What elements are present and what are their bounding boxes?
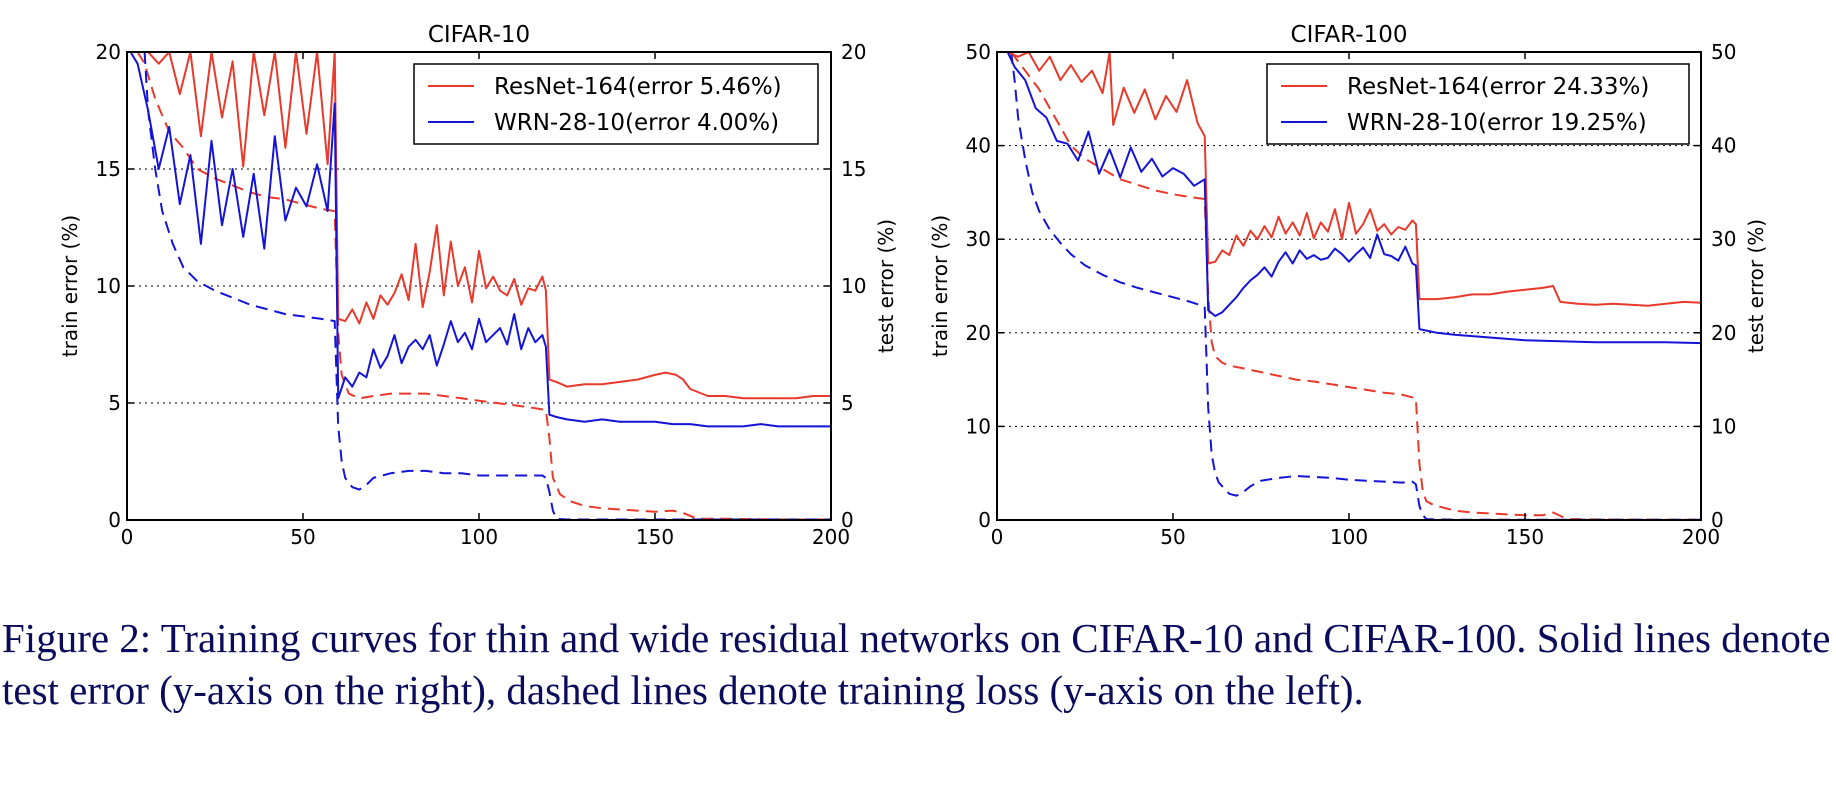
cifar10-ytick-label-left: 20 bbox=[96, 40, 121, 64]
cifar100-ytick-label-left: 0 bbox=[978, 508, 991, 532]
cifar100-legend-label: WRN-28-10(error 19.25%) bbox=[1347, 110, 1647, 136]
cifar100-ytick-label-left: 40 bbox=[966, 134, 991, 158]
cifar10-ytick-label-right: 5 bbox=[841, 391, 854, 415]
cifar10-test-line-wrn bbox=[129, 52, 831, 428]
cifar100-ytick-label-right: 30 bbox=[1711, 227, 1736, 251]
cifar10-legend-label: ResNet-164(error 5.46%) bbox=[494, 74, 782, 100]
cifar100-xtick-label: 100 bbox=[1330, 525, 1368, 549]
cifar100-ytick-label-right: 10 bbox=[1711, 414, 1736, 438]
cifar100-xtick-label: 0 bbox=[991, 525, 1004, 549]
cifar10-ytick-label-right: 20 bbox=[841, 40, 866, 64]
cifar100-ylabel-right: test error (%) bbox=[1744, 219, 1768, 353]
cifar10-ytick-label-left: 5 bbox=[108, 391, 121, 415]
cifar100-ytick-label-right: 20 bbox=[1711, 321, 1736, 345]
cifar10-test-line-resnet bbox=[130, 52, 831, 400]
cifar100-ytick-label-right: 0 bbox=[1711, 508, 1724, 532]
cifar100-xtick-label: 200 bbox=[1682, 525, 1720, 549]
cifar10-title: CIFAR-10 bbox=[428, 22, 530, 48]
cifar100-legend: ResNet-164(error 24.33%) WRN-28-10(error … bbox=[1266, 63, 1690, 145]
cifar100-train-line-wrn bbox=[1010, 52, 1701, 520]
cifar10-ytick-label-left: 15 bbox=[96, 157, 121, 181]
cifar10-ytick-label-right: 15 bbox=[841, 157, 866, 181]
cifar10-legend: ResNet-164(error 5.46%) WRN-28-10(error 4… bbox=[413, 63, 819, 145]
cifar100-legend-label: ResNet-164(error 24.33%) bbox=[1347, 74, 1649, 100]
cifar100-test-line-resnet bbox=[1007, 52, 1701, 307]
cifar100-test-line-wrn bbox=[1006, 52, 1701, 345]
cifar10-xtick-label: 0 bbox=[121, 525, 134, 549]
figure-caption: Figure 2: Training curves for thin and w… bbox=[2, 615, 1831, 713]
cifar100-ytick-label-left: 20 bbox=[966, 321, 991, 345]
cifar10-legend-box bbox=[413, 63, 819, 145]
cifar10-xtick-label: 50 bbox=[290, 525, 315, 549]
cifar100-xtick-label: 50 bbox=[1160, 525, 1185, 549]
cifar10-ytick-label-right: 0 bbox=[841, 508, 854, 532]
cifar10-ylabel-left: train error (%) bbox=[58, 215, 82, 357]
cifar100-ytick-label-left: 10 bbox=[966, 414, 991, 438]
cifar10-ytick-label-left: 10 bbox=[96, 274, 121, 298]
cifar10-xtick-label: 100 bbox=[460, 525, 498, 549]
cifar100-ylabel-left: train error (%) bbox=[928, 215, 952, 357]
cifar100-ytick-label-right: 40 bbox=[1711, 134, 1736, 158]
cifar100-ytick-label-left: 30 bbox=[966, 227, 991, 251]
cifar100-ytick-label-right: 50 bbox=[1711, 40, 1736, 64]
cifar10-legend-label: WRN-28-10(error 4.00%) bbox=[494, 110, 779, 136]
cifar10-xtick-label: 200 bbox=[812, 525, 850, 549]
cifar100-train-line-resnet bbox=[1010, 52, 1701, 520]
cifar100-legend-box bbox=[1266, 63, 1690, 145]
cifar100-ytick-label-left: 50 bbox=[966, 40, 991, 64]
cifar10-train-line-resnet bbox=[136, 52, 831, 520]
cifar10-xtick-label: 150 bbox=[636, 525, 674, 549]
cifar100-title: CIFAR-100 bbox=[1291, 22, 1408, 48]
cifar10-ytick-label-right: 10 bbox=[841, 274, 866, 298]
cifar10-ytick-label-left: 0 bbox=[108, 508, 121, 532]
cifar100-xtick-label: 150 bbox=[1506, 525, 1544, 549]
cifar10-ylabel-right: test error (%) bbox=[874, 219, 898, 353]
